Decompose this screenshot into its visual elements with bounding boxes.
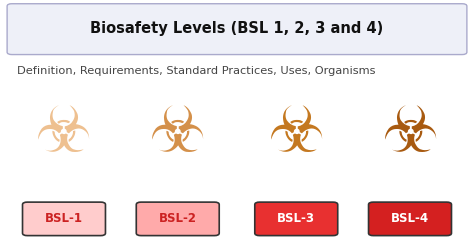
FancyBboxPatch shape [7,4,467,55]
FancyBboxPatch shape [255,202,337,236]
Text: ☣: ☣ [36,103,92,165]
Text: BSL-4: BSL-4 [391,212,429,225]
Text: BSL-3: BSL-3 [277,212,315,225]
FancyBboxPatch shape [136,202,219,236]
FancyBboxPatch shape [23,202,105,236]
Text: ☣: ☣ [268,103,325,165]
Text: BSL-2: BSL-2 [159,212,197,225]
Text: ☣: ☣ [382,103,438,165]
FancyBboxPatch shape [368,202,451,236]
Text: BSL-1: BSL-1 [45,212,83,225]
Text: ☣: ☣ [149,103,206,165]
Text: Definition, Requirements, Standard Practices, Uses, Organisms: Definition, Requirements, Standard Pract… [17,66,375,76]
Text: Biosafety Levels (BSL 1, 2, 3 and 4): Biosafety Levels (BSL 1, 2, 3 and 4) [91,21,383,36]
